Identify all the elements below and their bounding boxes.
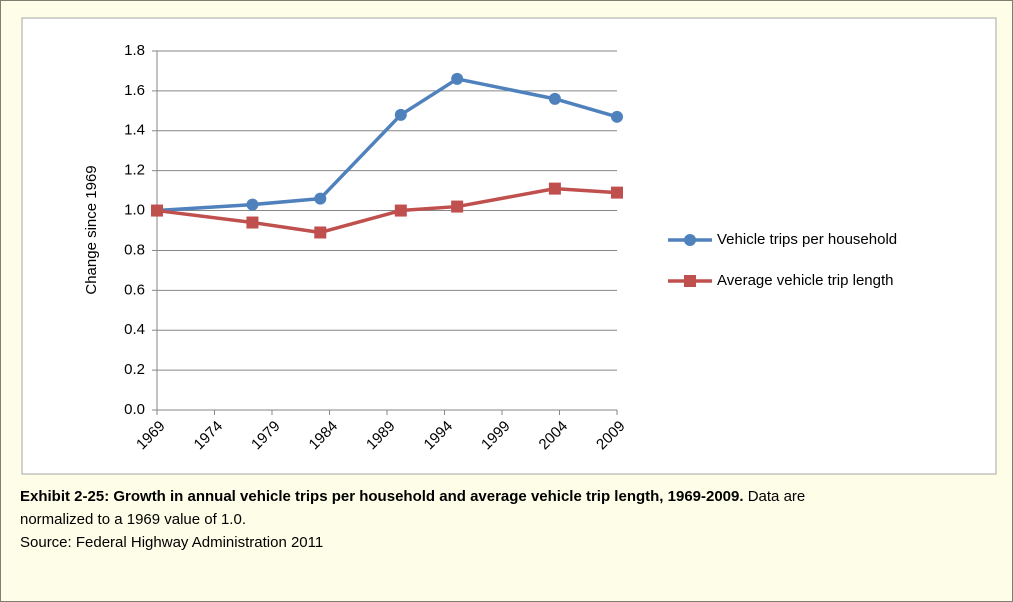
chart-area: [21, 17, 997, 475]
point: [394, 108, 407, 121]
caption-title: Exhibit 2-25: Growth in annual vehicle t…: [20, 488, 744, 505]
caption-text: Data are normalized to a 1969 value of 1…: [20, 488, 806, 528]
legend-label: Vehicle trips per household: [717, 231, 897, 248]
point: [314, 226, 327, 239]
point: [246, 198, 259, 211]
point: [548, 182, 561, 195]
point: [394, 204, 407, 217]
legend-marker: [684, 234, 696, 246]
point: [548, 92, 561, 105]
y-tick-label: 0.4: [124, 321, 145, 338]
y-tick-label: 1.8: [124, 42, 145, 59]
point: [451, 72, 464, 85]
point: [611, 110, 623, 123]
caption: Exhibit 2-25: Growth in annual vehicle t…: [20, 485, 860, 554]
y-tick-label: 1.2: [124, 162, 145, 179]
y-tick-label: 1.0: [124, 202, 145, 219]
caption-source: Source: Federal Highway Administration 2…: [20, 534, 324, 551]
point: [151, 204, 163, 217]
y-tick-label: 0.6: [124, 281, 145, 298]
y-tick-label: 0.2: [124, 361, 145, 378]
point: [611, 186, 623, 199]
y-tick-label: 0.8: [124, 241, 145, 258]
point: [246, 216, 259, 229]
legend-marker: [684, 275, 696, 287]
y-tick-label: 1.6: [124, 82, 145, 99]
y-axis-label: Change since 1969: [83, 165, 100, 294]
legend-label: Average vehicle trip length: [717, 272, 894, 289]
y-tick-label: 0.0: [124, 401, 145, 418]
point: [314, 192, 327, 205]
y-tick-label: 1.4: [124, 122, 145, 139]
point: [451, 200, 464, 213]
